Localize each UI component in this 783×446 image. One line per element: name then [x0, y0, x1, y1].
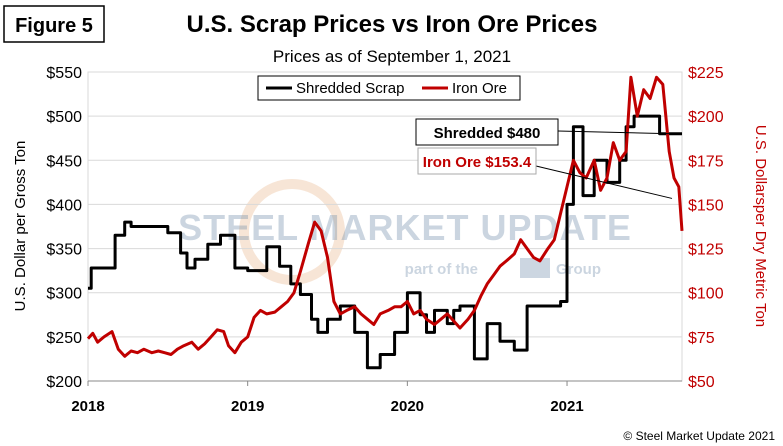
chart-subtitle: Prices as of September 1, 2021 [273, 47, 511, 66]
callout-box-scrap [415, 118, 559, 146]
y-tick-label-left: $550 [46, 65, 82, 82]
legend: Shredded Scrap Iron Ore [257, 75, 521, 101]
figure-label-box [3, 5, 105, 43]
legend-label-scrap: Shredded Scrap [296, 80, 404, 97]
y-tick-label-right: $175 [688, 153, 724, 170]
y-tick-label-right: $50 [688, 374, 715, 391]
callout-label-ore: Iron Ore $153.4 [423, 154, 532, 171]
y-tick-label-left: $300 [46, 286, 82, 303]
y-tick-label-left: $400 [46, 197, 82, 214]
figure-label: Figure 5 [15, 15, 93, 37]
series-group [86, 75, 684, 370]
y-axis-label-right: U.S. Dollarsper Dry Metric Ton [752, 125, 769, 327]
x-tick-label: 2020 [391, 398, 424, 415]
y-tick-label-right: $125 [688, 242, 724, 259]
chart-title: U.S. Scrap Prices vs Iron Ore Prices [187, 11, 598, 38]
copyright-text: © Steel Market Update 2021 [623, 429, 775, 443]
callout-line-scrap [557, 130, 673, 135]
y-tick-label-right: $100 [688, 286, 724, 303]
watermark-sub-left: part of the [405, 261, 478, 278]
y-tick-label-right: $150 [688, 197, 724, 214]
callout-ore: Iron Ore $153.4 [417, 147, 673, 199]
y-axis-label-left: U.S. Dollar per Gross Ton [12, 141, 29, 312]
y-tick-label-right: $225 [688, 65, 724, 82]
legend-label-ore: Iron Ore [452, 80, 507, 97]
x-tick-label: 2019 [231, 398, 264, 415]
x-tick-label: 2018 [71, 398, 104, 415]
watermark-sub-right: Group [556, 261, 601, 278]
callout-line-ore [535, 165, 673, 199]
y-tick-label-left: $250 [46, 330, 82, 347]
callout-box-ore [417, 147, 537, 175]
watermark-main: STEEL MARKET UPDATE [178, 207, 632, 248]
x-tick-label: 2021 [550, 398, 583, 415]
y-tick-label-left: $450 [46, 153, 82, 170]
y-tick-label-right: $75 [688, 330, 715, 347]
gridlines [88, 71, 682, 382]
y-tick-label-left: $350 [46, 242, 82, 259]
callout-label-scrap: Shredded $480 [434, 125, 541, 142]
y-tick-label-right: $200 [688, 109, 724, 126]
legend-box [257, 75, 521, 101]
x-axis-ticks: 2018 2019 2020 2021 [71, 380, 682, 415]
left-axis-ticks: $200 $250 $300 $350 $400 $450 $500 $550 [46, 65, 82, 391]
right-axis-ticks: $50 $75 $100 $125 $150 $175 $200 $225 [688, 65, 724, 391]
y-tick-label-left: $200 [46, 374, 82, 391]
watermark-logo-icon [520, 258, 550, 278]
y-tick-label-left: $500 [46, 109, 82, 126]
callout-scrap: Shredded $480 [415, 118, 673, 146]
